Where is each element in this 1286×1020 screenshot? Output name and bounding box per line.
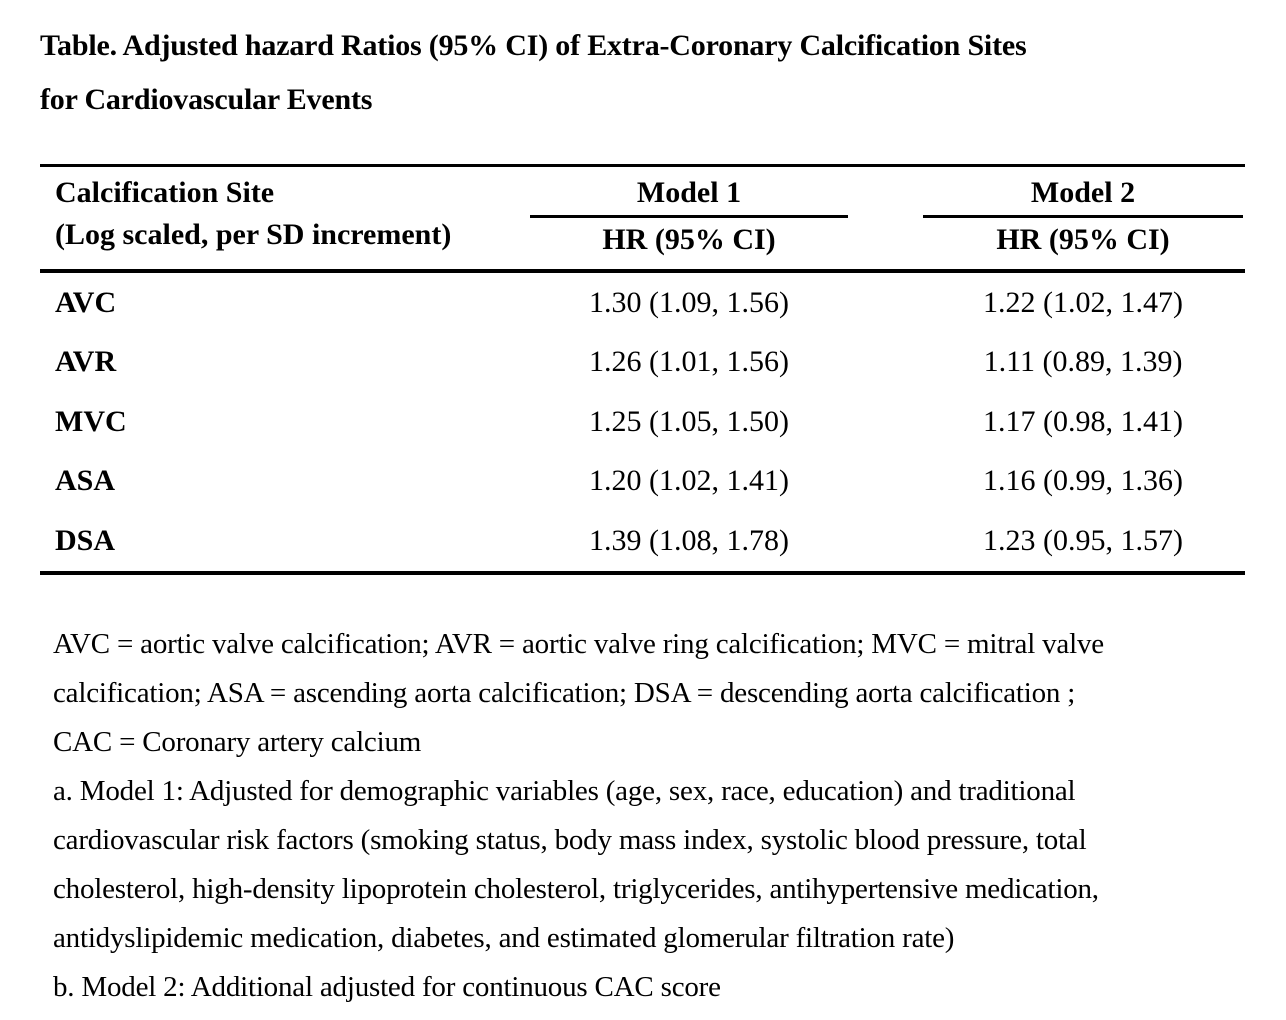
site-label: AVC <box>55 285 117 319</box>
model2-column-header: Model 2 HR (95% CI) <box>880 172 1245 261</box>
model2-hr-value: 1.23 (0.95, 1.57) <box>983 523 1183 557</box>
table-row-avc: AVC 1.30 (1.09, 1.56) 1.22 (1.02, 1.47) <box>40 273 1245 333</box>
table-body: AVC 1.30 (1.09, 1.56) 1.22 (1.02, 1.47) … <box>40 273 1245 575</box>
site-label: ASA <box>55 464 116 498</box>
table-title: Table. Adjusted hazard Ratios (95% CI) o… <box>40 19 1027 127</box>
model2-hr-value: 1.17 (0.98, 1.41) <box>983 404 1183 438</box>
footnotes: AVC = aortic valve calcification; AVR = … <box>53 620 1104 1012</box>
model1-hr-value: 1.39 (1.08, 1.78) <box>589 523 789 557</box>
model2-subheader: HR (95% CI) <box>996 223 1170 256</box>
footnote-model1-line-3: cholesterol, high-density lipoprotein ch… <box>53 873 1099 905</box>
table-title-line-2: for Cardiovascular Events <box>40 83 373 116</box>
table-header-row: Calcification Site (Log scaled, per SD i… <box>40 164 1245 273</box>
site-label: AVR <box>55 345 117 379</box>
model1-hr-value: 1.26 (1.01, 1.56) <box>589 345 789 379</box>
footnote-abbrev-line-3: CAC = Coronary artery calcium <box>53 726 422 758</box>
table-row-dsa: DSA 1.39 (1.08, 1.78) 1.23 (0.95, 1.57) <box>40 511 1245 571</box>
model1-spanner-rule <box>530 215 848 218</box>
model2-spanner-rule <box>923 215 1243 218</box>
model1-subheader: HR (95% CI) <box>602 223 776 256</box>
footnote-model1-line-2: cardiovascular risk factors (smoking sta… <box>53 824 1087 856</box>
footnote-model1-line-4: antidyslipidemic medication, diabetes, a… <box>53 922 955 954</box>
model1-hr-value: 1.30 (1.09, 1.56) <box>589 285 789 319</box>
site-label: DSA <box>55 523 116 557</box>
footnote-model1-line-1: a. Model 1: Adjusted for demographic var… <box>53 775 1076 807</box>
model2-hr-value: 1.16 (0.99, 1.36) <box>983 464 1183 498</box>
site-label: MVC <box>55 404 127 438</box>
hazard-ratio-table: Calcification Site (Log scaled, per SD i… <box>40 164 1245 575</box>
model2-name: Model 2 <box>1030 176 1136 209</box>
footnote-abbrev-line-1: AVC = aortic valve calcification; AVR = … <box>53 628 1104 660</box>
model1-column-header: Model 1 HR (95% CI) <box>500 172 880 261</box>
site-column-header: Calcification Site (Log scaled, per SD i… <box>40 172 500 261</box>
model1-name: Model 1 <box>636 176 742 209</box>
model2-hr-value: 1.11 (0.89, 1.39) <box>983 345 1183 379</box>
site-header-line-2: (Log scaled, per SD increment) <box>55 218 452 251</box>
footnote-abbrev-line-2: calcification; ASA = ascending aorta cal… <box>53 677 1076 709</box>
site-header-line-1: Calcification Site <box>55 176 275 209</box>
table-title-line-1: Table. Adjusted hazard Ratios (95% CI) o… <box>40 29 1027 62</box>
table-row-mvc: MVC 1.25 (1.05, 1.50) 1.17 (0.98, 1.41) <box>40 392 1245 452</box>
footnote-model2-line-1: b. Model 2: Additional adjusted for cont… <box>53 971 721 1003</box>
model1-hr-value: 1.25 (1.05, 1.50) <box>589 404 789 438</box>
table-row-avr: AVR 1.26 (1.01, 1.56) 1.11 (0.89, 1.39) <box>40 333 1245 393</box>
table-row-asa: ASA 1.20 (1.02, 1.41) 1.16 (0.99, 1.36) <box>40 452 1245 512</box>
model2-hr-value: 1.22 (1.02, 1.47) <box>983 285 1183 319</box>
model1-hr-value: 1.20 (1.02, 1.41) <box>589 464 789 498</box>
